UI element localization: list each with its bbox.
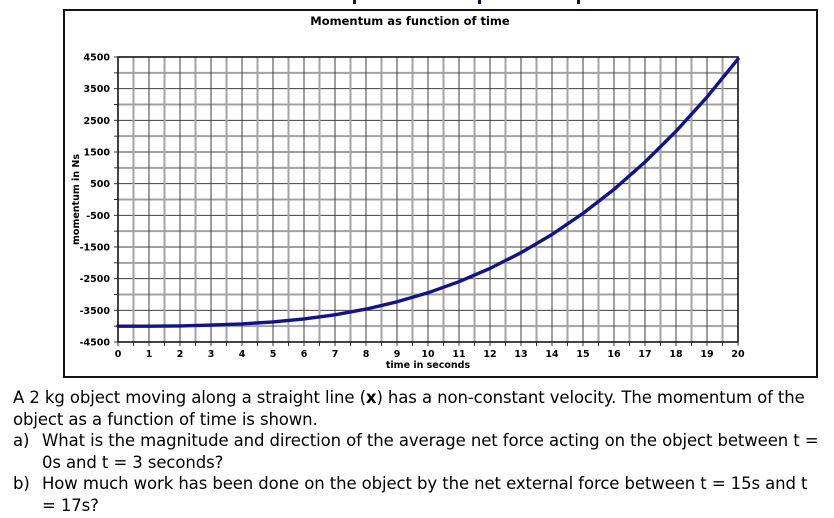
intro-segment: ) has a non-constant velocity. The momen… xyxy=(13,388,805,429)
x-tick-label: 14 xyxy=(545,349,559,360)
question-item-a: a) What is the magnitude and direction of… xyxy=(13,430,819,473)
question-text-block: A 2 kg object moving along a straight li… xyxy=(13,387,819,517)
cropped-text-remnant xyxy=(353,0,356,4)
x-tick-label: 10 xyxy=(421,349,435,360)
momentum-curve xyxy=(116,57,740,328)
question-item-label: b) xyxy=(13,474,30,494)
x-tick-label: 1 xyxy=(146,349,153,360)
x-tick-label: 18 xyxy=(669,349,683,360)
x-tick-label: 8 xyxy=(363,349,370,360)
x-tick-label: 16 xyxy=(607,349,621,360)
y-tick-label: 1500 xyxy=(84,148,111,159)
y-tick-label: -500 xyxy=(86,211,110,222)
x-tick-label: 17 xyxy=(638,349,651,360)
question-item-text: How much work has been done on the objec… xyxy=(42,474,808,515)
x-tick-label: 9 xyxy=(394,349,401,360)
x-tick-label: 6 xyxy=(301,349,308,360)
x-tick-label: 19 xyxy=(700,349,713,360)
y-tick-label: -1500 xyxy=(80,243,111,254)
y-tick-label: 4500 xyxy=(84,53,111,64)
chart-title: Momentum as function of time xyxy=(310,14,510,28)
x-tick-label: 7 xyxy=(332,349,339,360)
x-tick-label: 20 xyxy=(731,349,745,360)
y-tick-label: -3500 xyxy=(80,306,111,317)
y-tick-label: -4500 xyxy=(80,338,111,349)
x-tick-label: 3 xyxy=(208,349,215,360)
x-tick-label: 4 xyxy=(239,349,246,360)
question-item-b: b) How much work has been done on the obj… xyxy=(13,473,819,516)
x-axis-title: time in seconds xyxy=(386,360,471,371)
momentum-chart: Momentum as function of time 4500 3500 250… xyxy=(63,9,818,378)
cropped-text-remnant xyxy=(478,0,481,4)
y-tick-label: 3500 xyxy=(84,84,111,95)
question-intro: A 2 kg object moving along a straight li… xyxy=(13,387,819,430)
cropped-text-remnant xyxy=(577,0,580,4)
x-tick-label: 0 xyxy=(115,349,122,360)
y-axis-title: momentum in Ns xyxy=(71,154,82,245)
chart-plot-area: 4500 3500 2500 1500 500 -500 -1500 -2500 -3500 -4… xyxy=(71,53,745,372)
x-tick-label: 12 xyxy=(483,349,496,360)
y-tick-label: -2500 xyxy=(80,274,111,285)
x-tick-label: 2 xyxy=(177,349,184,360)
x-tick-label: 13 xyxy=(514,349,527,360)
question-item-text: What is the magnitude and direction of t… xyxy=(42,431,819,472)
bold-variable-x: x xyxy=(365,388,377,407)
y-tick-label: 2500 xyxy=(84,116,111,127)
x-tick-label: 15 xyxy=(576,349,589,360)
y-tick-label: 500 xyxy=(90,179,110,190)
intro-segment: A 2 kg object moving along a straight li… xyxy=(13,388,366,407)
x-tick-label: 5 xyxy=(270,349,277,360)
question-item-label: a) xyxy=(13,431,30,451)
x-tick-label: 11 xyxy=(452,349,465,360)
